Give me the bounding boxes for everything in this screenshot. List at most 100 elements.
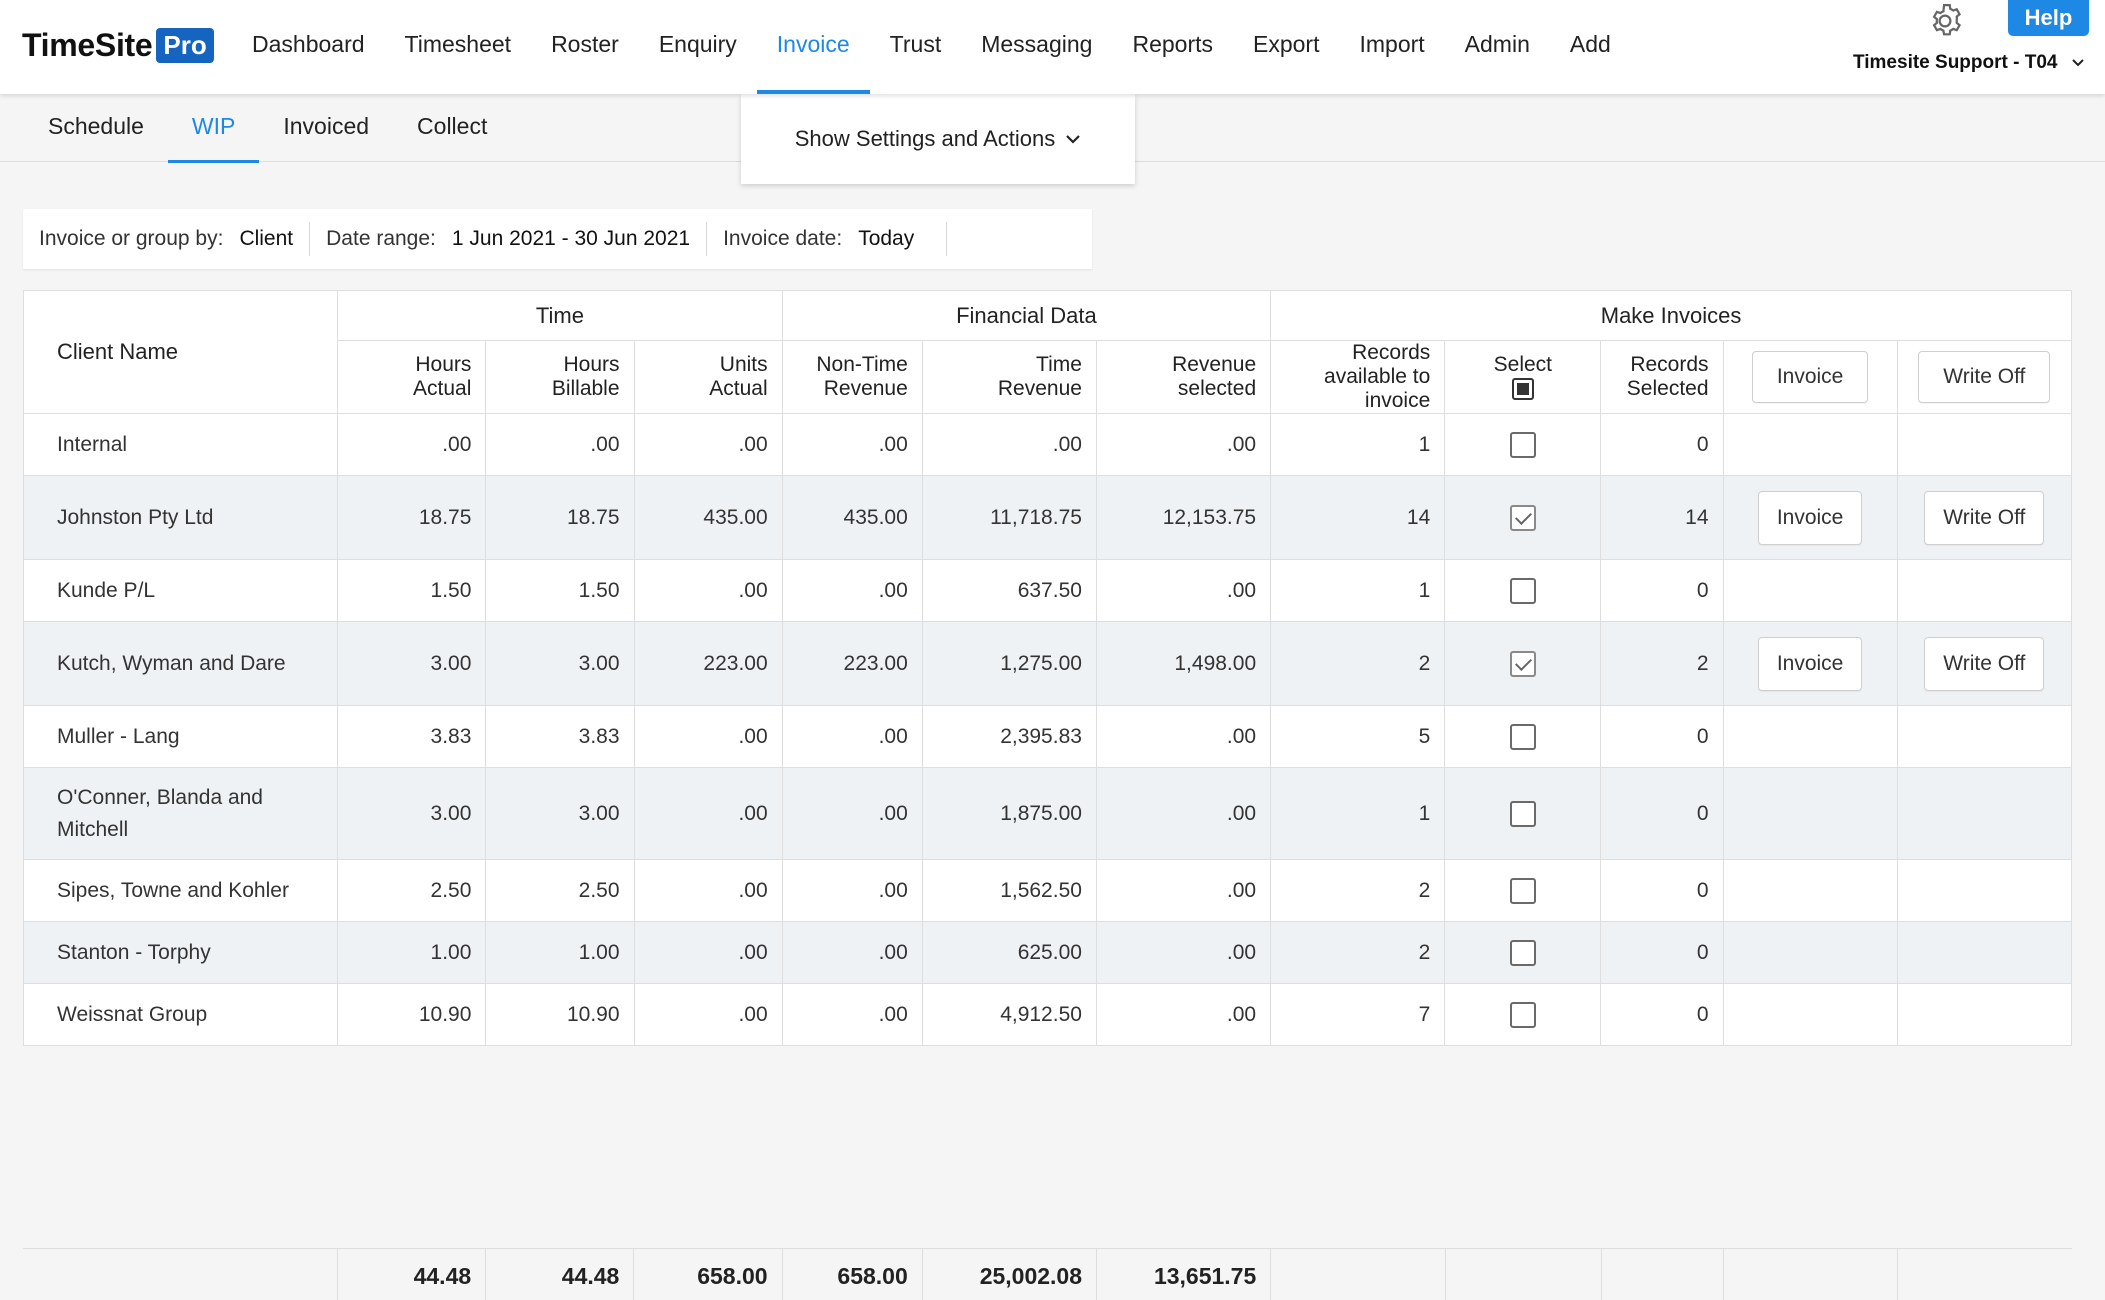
client-name-cell: Kutch, Wyman and Dare — [22, 621, 339, 706]
nav-reports[interactable]: Reports — [1132, 30, 1213, 57]
row-select-checkbox[interactable] — [1509, 939, 1536, 966]
records-available-header[interactable]: Records available to invoice — [1270, 340, 1446, 414]
date-range-filter[interactable]: Date range: 1 Jun 2021 - 30 Jun 2021 — [310, 222, 708, 256]
write-off-action-cell — [1896, 413, 2073, 476]
invoice-action-cell — [1722, 859, 1898, 922]
units-actual-cell: .00 — [633, 559, 783, 622]
total-time-revenue: 25,002.08 — [921, 1248, 1097, 1300]
nav-enquiry[interactable]: Enquiry — [658, 30, 737, 57]
non-time-revenue-cell: .00 — [781, 859, 923, 922]
hours-billable-header[interactable]: Hours Billable — [485, 340, 635, 414]
time-revenue-cell: .00 — [921, 413, 1097, 476]
table-row[interactable]: Weissnat Group 10.90 10.90.00.00 4,912.50.0… — [22, 983, 2073, 1046]
nav-export[interactable]: Export — [1253, 30, 1320, 57]
revenue-selected-cell: .00 — [1095, 705, 1272, 768]
row-write-off-button[interactable]: Write Off — [1924, 636, 2045, 691]
records-selected-header[interactable]: Records Selected — [1600, 340, 1724, 414]
records-selected-cell: 0 — [1600, 413, 1724, 476]
row-select-checkbox[interactable] — [1509, 723, 1536, 750]
table-row[interactable]: Sipes, Towne and Kohler 2.50 2.50.00.00 1,5… — [22, 859, 2073, 922]
settings-actions-toggle[interactable]: Show Settings and Actions — [741, 94, 1135, 184]
filter-bar: Invoice or group by: Client Date range: … — [23, 209, 1092, 269]
row-invoice-button[interactable]: Invoice — [1757, 636, 1863, 691]
chevron-down-icon — [2072, 59, 2085, 67]
hours-actual-cell: 1.50 — [337, 559, 487, 622]
write-off-action-cell — [1896, 767, 2073, 860]
nav-timesheet[interactable]: Timesheet — [404, 30, 512, 57]
nav-invoice[interactable]: Invoice — [756, 0, 870, 94]
totals-empty-cell — [1600, 1248, 1724, 1300]
table-row[interactable]: Kutch, Wyman and Dare 3.00 3.00 223.00 223.0… — [22, 621, 2073, 706]
row-select-checkbox[interactable] — [1509, 650, 1536, 677]
invoice-date-label: Invoice date: — [723, 227, 843, 250]
row-write-off-button[interactable]: Write Off — [1924, 490, 2045, 545]
table-row[interactable]: Johnston Pty Ltd 18.75 18.75 435.00 435.00 11… — [22, 475, 2073, 560]
time-revenue-cell: 637.50 — [921, 559, 1097, 622]
tab-wip[interactable]: WIP — [167, 94, 260, 163]
nav-trust[interactable]: Trust — [889, 30, 942, 57]
select-all-checkbox[interactable] — [1511, 378, 1534, 401]
units-actual-header[interactable]: Units Actual — [633, 340, 783, 414]
revenue-selected-cell: 1,498.00 — [1095, 621, 1272, 706]
records-selected-cell: 2 — [1600, 621, 1724, 706]
write-off-all-button[interactable]: Write Off — [1918, 351, 2051, 403]
select-cell — [1444, 475, 1602, 560]
select-cell — [1444, 921, 1602, 984]
row-select-checkbox[interactable] — [1509, 800, 1536, 827]
non-time-revenue-cell: .00 — [781, 983, 923, 1046]
row-select-checkbox[interactable] — [1509, 877, 1536, 904]
client-name-header[interactable]: Client Name — [22, 290, 339, 414]
non-time-revenue-header[interactable]: Non-Time Revenue — [781, 340, 923, 414]
row-select-checkbox[interactable] — [1509, 577, 1536, 604]
table-row[interactable]: O'Conner, Blanda and Mitchell 3.00 3.00.00… — [22, 767, 2073, 860]
revenue-selected-header[interactable]: Revenue selected — [1095, 340, 1272, 414]
records-available-cell: 1 — [1270, 767, 1446, 860]
nav-admin[interactable]: Admin — [1464, 30, 1530, 57]
write-off-action-cell — [1896, 705, 2073, 768]
hours-actual-header[interactable]: Hours Actual — [337, 340, 487, 414]
hours-actual-cell: 3.00 — [337, 767, 487, 860]
non-time-revenue-cell: 223.00 — [781, 621, 923, 706]
client-name-cell: Kunde P/L — [22, 559, 339, 622]
invoice-action-cell — [1722, 413, 1898, 476]
units-actual-cell: .00 — [633, 413, 783, 476]
nav-messaging[interactable]: Messaging — [981, 30, 1093, 57]
nav-add[interactable]: Add — [1569, 30, 1611, 57]
totals-row: 44.48 44.48 658.00 658.00 25,002.08 13,6… — [23, 1248, 2072, 1300]
invoice-action-cell — [1722, 705, 1898, 768]
totals-empty-cell — [1270, 1248, 1446, 1300]
app-logo[interactable]: TimeSite Pro — [22, 26, 214, 64]
table-row[interactable]: Kunde P/L 1.50 1.50.00.00 637.50.00 1 0 — [22, 559, 2073, 622]
totals-empty-cell — [1897, 1248, 2072, 1300]
select-cell — [1444, 705, 1602, 768]
row-invoice-button[interactable]: Invoice — [1757, 490, 1863, 545]
user-menu[interactable]: Timesite Support - T04 — [1853, 52, 2085, 74]
total-hours-billable: 44.48 — [485, 1248, 634, 1300]
tab-schedule[interactable]: Schedule — [48, 112, 144, 139]
nav-import[interactable]: Import — [1359, 30, 1425, 57]
invoice-date-filter[interactable]: Invoice date: Today — [707, 222, 948, 256]
row-select-checkbox[interactable] — [1509, 431, 1536, 458]
wip-table-body: Internal .00.00.00.00.00.00 1 0 Johnston Pty… — [22, 413, 2073, 1046]
hours-billable-cell: .00 — [485, 413, 635, 476]
table-row[interactable]: Internal .00.00.00.00.00.00 1 0 — [22, 413, 2073, 476]
row-select-checkbox[interactable] — [1509, 1001, 1536, 1028]
hours-actual-cell: 3.83 — [337, 705, 487, 768]
records-selected-cell: 0 — [1600, 767, 1724, 860]
tab-collect[interactable]: Collect — [417, 112, 488, 139]
time-revenue-header[interactable]: Time Revenue — [921, 340, 1097, 414]
invoice-action-cell — [1722, 559, 1898, 622]
group-by-filter[interactable]: Invoice or group by: Client — [23, 222, 311, 256]
invoice-all-button[interactable]: Invoice — [1751, 351, 1869, 403]
tab-invoiced[interactable]: Invoiced — [283, 112, 370, 139]
nav-roster[interactable]: Roster — [551, 30, 619, 57]
time-revenue-cell: 1,875.00 — [921, 767, 1097, 860]
row-select-checkbox[interactable] — [1509, 504, 1536, 531]
invoice-action-cell — [1722, 767, 1898, 860]
wip-table: Client Name Time Financial Data Make Inv… — [22, 290, 2073, 1046]
nav-dashboard[interactable]: Dashboard — [252, 30, 365, 57]
gear-icon[interactable] — [1926, 2, 1964, 40]
help-button[interactable]: Help — [2008, 0, 2089, 36]
table-row[interactable]: Stanton - Torphy 1.00 1.00.00.00 625.00.00 2… — [22, 921, 2073, 984]
table-row[interactable]: Muller - Lang 3.83 3.83.00.00 2,395.83.00 5 0 — [22, 705, 2073, 768]
